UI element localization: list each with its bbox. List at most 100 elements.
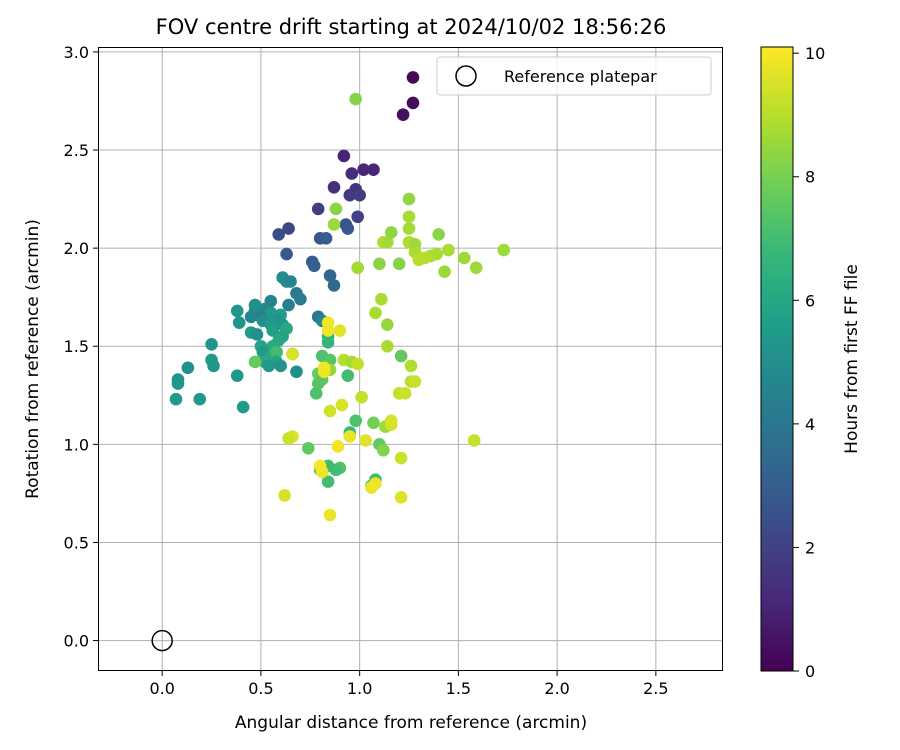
data-point xyxy=(262,359,276,373)
data-point xyxy=(467,434,481,447)
data-point xyxy=(381,339,394,353)
data-point xyxy=(286,347,299,361)
data-point xyxy=(367,416,380,430)
x-tick-label: 0.0 xyxy=(149,679,174,698)
x-axis-label: Angular distance from reference (arcmin) xyxy=(235,713,587,733)
reference-platepar-marker xyxy=(151,629,173,652)
data-point xyxy=(181,361,195,375)
data-point xyxy=(359,434,372,447)
colorbar-tick-label: 10 xyxy=(805,44,825,63)
data-point xyxy=(355,390,368,404)
chart-title: FOV centre drift starting at 2024/10/02 … xyxy=(156,15,667,39)
data-point xyxy=(294,292,307,306)
data-point xyxy=(351,261,364,275)
colorbar-bar xyxy=(760,46,794,672)
data-point xyxy=(381,318,394,331)
data-point xyxy=(469,261,483,275)
data-point xyxy=(343,430,357,443)
data-point xyxy=(309,387,323,400)
data-point xyxy=(280,247,293,261)
data-point xyxy=(430,247,443,261)
data-point xyxy=(244,310,258,324)
colorbar-tick-label: 2 xyxy=(805,538,815,557)
data-point xyxy=(458,251,471,265)
data-point xyxy=(345,167,359,180)
data-point xyxy=(171,377,185,390)
data-point xyxy=(264,306,278,320)
data-point xyxy=(319,232,333,245)
data-point xyxy=(248,355,262,369)
x-tick-label: 2.5 xyxy=(643,679,668,698)
data-point xyxy=(367,163,380,176)
data-point xyxy=(335,398,349,412)
data-point xyxy=(323,269,337,282)
data-point xyxy=(207,359,220,373)
data-point xyxy=(272,228,285,241)
data-point xyxy=(236,400,250,414)
data-point xyxy=(357,163,370,176)
data-point xyxy=(321,336,335,349)
data-point xyxy=(302,441,315,455)
data-point xyxy=(169,392,183,406)
data-point xyxy=(432,228,445,241)
data-point xyxy=(343,188,357,202)
data-point xyxy=(369,477,382,490)
data-point xyxy=(337,149,351,163)
x-tick-label: 1.0 xyxy=(347,679,372,698)
data-point xyxy=(282,222,295,235)
data-point xyxy=(408,375,422,388)
data-point xyxy=(329,202,343,216)
data-point xyxy=(331,440,345,453)
colorbar-tick-label: 0 xyxy=(805,662,815,681)
data-point xyxy=(369,306,382,320)
x-tick-label: 0.5 xyxy=(248,679,273,698)
y-tick-label: 1.5 xyxy=(64,337,89,356)
x-tick-label: 2.0 xyxy=(544,679,569,698)
data-point xyxy=(274,359,287,373)
y-tick-label: 2.5 xyxy=(64,141,89,160)
data-point xyxy=(394,451,408,465)
y-tick-label: 0.5 xyxy=(64,533,89,552)
data-point xyxy=(384,414,398,428)
data-point xyxy=(230,304,244,318)
data-point xyxy=(394,349,408,363)
data-point xyxy=(402,210,416,224)
data-point xyxy=(396,108,410,122)
scatter-points xyxy=(169,71,511,522)
y-tick-label: 1.0 xyxy=(64,435,89,454)
y-axis: 0.0 0.5 1.0 1.5 2.0 2.5 3.0 xyxy=(64,43,99,651)
data-point xyxy=(404,359,418,373)
data-point xyxy=(321,316,335,330)
data-point xyxy=(311,377,325,390)
colorbar-tick-label: 6 xyxy=(805,291,815,310)
data-point xyxy=(398,387,412,400)
data-point xyxy=(333,324,347,337)
data-point xyxy=(282,432,295,445)
y-tick-label: 0.0 xyxy=(64,632,89,651)
data-point xyxy=(341,369,355,382)
legend-marker xyxy=(455,65,477,87)
data-point xyxy=(250,328,264,341)
data-point xyxy=(375,292,388,306)
x-tick-label: 1.5 xyxy=(446,679,471,698)
data-point xyxy=(438,265,451,278)
data-point xyxy=(323,508,337,522)
legend: Reference platepar xyxy=(436,56,712,96)
data-point xyxy=(278,489,291,502)
y-tick-label: 2.0 xyxy=(64,239,89,258)
plot-frame xyxy=(98,47,723,671)
legend-entry-reference-platepar: Reference platepar xyxy=(504,67,657,86)
data-point xyxy=(232,316,246,330)
data-point xyxy=(381,235,394,249)
data-point xyxy=(321,475,335,488)
data-point xyxy=(317,361,331,375)
colorbar-tick-label: 4 xyxy=(805,415,815,434)
data-point xyxy=(406,71,420,84)
data-point xyxy=(349,414,363,428)
grid-lines xyxy=(99,48,723,670)
data-point xyxy=(341,222,355,235)
colorbar-ticks: 0 2 4 6 8 10 xyxy=(793,44,825,681)
data-point xyxy=(406,96,420,110)
data-point xyxy=(327,181,341,194)
data-point xyxy=(373,257,386,271)
